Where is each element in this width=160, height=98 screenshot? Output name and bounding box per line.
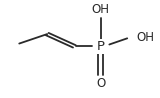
Text: P: P bbox=[97, 40, 105, 53]
Text: OH: OH bbox=[136, 31, 155, 44]
Text: OH: OH bbox=[92, 3, 110, 16]
Text: O: O bbox=[96, 77, 105, 90]
